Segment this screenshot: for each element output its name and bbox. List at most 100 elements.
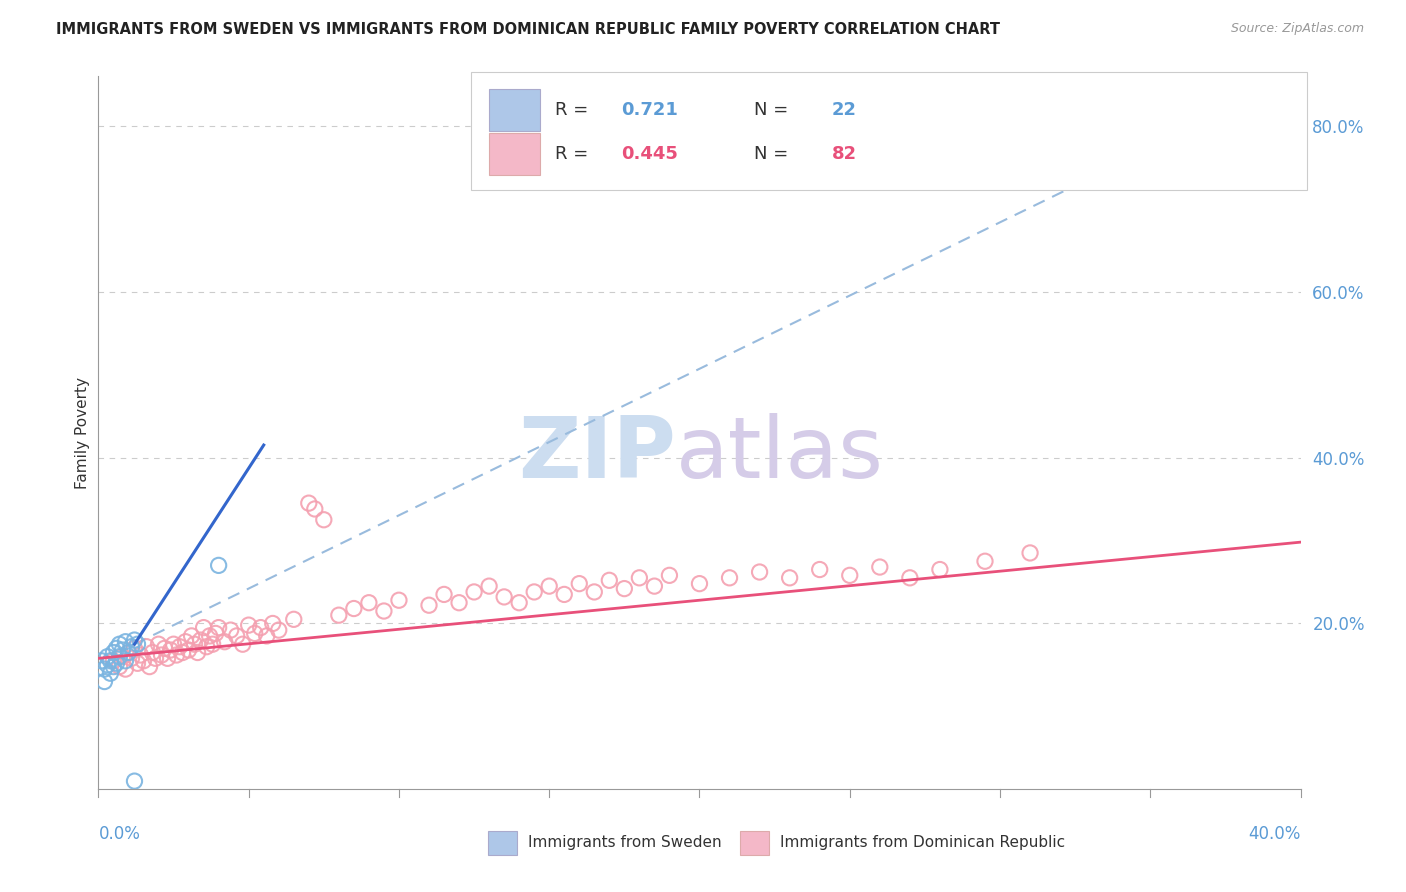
Point [114, 634, 136, 648]
Point [121, 640, 143, 654]
FancyBboxPatch shape [489, 133, 540, 176]
Point [105, 657, 128, 671]
Text: 22: 22 [832, 101, 856, 119]
Point [135, 640, 157, 654]
Point [96, 649, 118, 664]
Point [808, 562, 831, 576]
Point [166, 648, 188, 662]
Point [148, 637, 170, 651]
Text: R =: R = [555, 145, 595, 163]
Point [262, 616, 284, 631]
Point [195, 640, 218, 654]
Point [718, 571, 741, 585]
Point [304, 502, 326, 516]
Point [198, 629, 221, 643]
Point [568, 576, 591, 591]
Point [111, 649, 134, 664]
Point [129, 648, 152, 662]
Point [219, 623, 242, 637]
Point [121, 651, 143, 665]
Point [108, 637, 131, 651]
Point [523, 585, 546, 599]
Point [898, 571, 921, 585]
Point [124, 641, 146, 656]
Text: 0.445: 0.445 [621, 145, 678, 163]
Point [169, 640, 191, 654]
Point [388, 593, 411, 607]
Point [108, 659, 131, 673]
Point [779, 571, 801, 585]
Point [613, 582, 636, 596]
Point [138, 659, 160, 673]
Point [249, 621, 271, 635]
Point [343, 601, 366, 615]
Point [172, 646, 194, 660]
Point [90, 654, 112, 668]
Point [267, 623, 290, 637]
Point [929, 562, 952, 576]
FancyBboxPatch shape [488, 830, 517, 855]
Point [447, 596, 470, 610]
Text: Immigrants from Dominican Republic: Immigrants from Dominican Republic [780, 836, 1066, 850]
Point [232, 637, 254, 651]
Point [183, 637, 205, 651]
Point [1019, 546, 1042, 560]
Point [328, 608, 350, 623]
Point [357, 596, 380, 610]
Point [93, 674, 115, 689]
Text: Source: ZipAtlas.com: Source: ZipAtlas.com [1230, 22, 1364, 36]
Point [208, 558, 231, 573]
Point [103, 659, 125, 673]
Point [96, 657, 118, 672]
Point [538, 579, 561, 593]
Text: N =: N = [754, 101, 793, 119]
Point [201, 637, 224, 651]
Point [114, 662, 136, 676]
Text: N =: N = [754, 145, 793, 163]
FancyBboxPatch shape [741, 830, 769, 855]
Point [156, 651, 179, 665]
Point [598, 574, 620, 588]
Point [974, 554, 997, 568]
Y-axis label: Family Poverty: Family Poverty [75, 376, 90, 489]
Text: 40.0%: 40.0% [1249, 825, 1301, 843]
Text: Immigrants from Sweden: Immigrants from Sweden [527, 836, 721, 850]
Point [748, 565, 770, 579]
Point [124, 774, 146, 789]
Point [105, 641, 128, 656]
Point [583, 585, 606, 599]
Point [658, 568, 681, 582]
Point [174, 634, 197, 648]
Point [869, 560, 891, 574]
Point [100, 654, 122, 668]
Point [150, 648, 173, 662]
Point [117, 646, 139, 660]
FancyBboxPatch shape [489, 89, 540, 131]
Point [643, 579, 665, 593]
Point [103, 654, 125, 668]
Text: atlas: atlas [675, 412, 883, 496]
Point [312, 513, 335, 527]
Text: 0.0%: 0.0% [98, 825, 141, 843]
Point [145, 651, 167, 665]
Text: 82: 82 [832, 145, 856, 163]
Point [204, 626, 226, 640]
Point [494, 590, 516, 604]
Point [108, 649, 131, 664]
Point [208, 621, 231, 635]
Point [508, 596, 530, 610]
Text: ZIP: ZIP [517, 412, 675, 496]
Point [180, 629, 202, 643]
Point [127, 637, 149, 651]
Point [418, 598, 440, 612]
Point [190, 633, 212, 648]
Point [187, 646, 209, 660]
Point [628, 571, 651, 585]
Point [111, 643, 134, 657]
Point [177, 643, 200, 657]
Point [214, 634, 236, 648]
Point [225, 629, 247, 643]
Point [478, 579, 501, 593]
Point [114, 654, 136, 668]
Point [100, 666, 122, 681]
